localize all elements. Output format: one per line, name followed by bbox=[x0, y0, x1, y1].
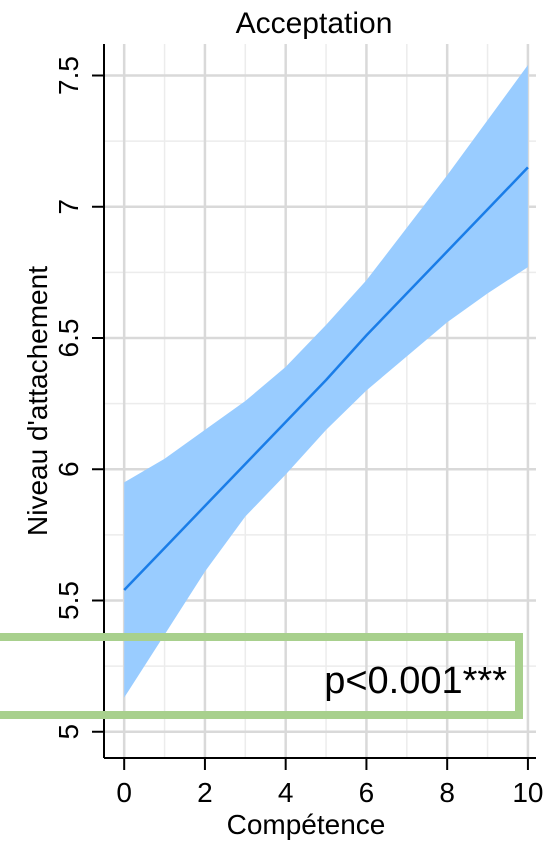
x-axis-label: Compétence bbox=[227, 809, 386, 840]
x-tick-label: 10 bbox=[512, 777, 543, 808]
y-tick-label: 5.5 bbox=[53, 581, 84, 620]
y-tick-label: 5 bbox=[53, 724, 84, 740]
y-axis-ticks: 5 5.5 6 6.5 7 7.5 bbox=[53, 44, 105, 758]
y-axis-label: Niveau d'attachement bbox=[22, 266, 53, 536]
y-tick-label: 7.5 bbox=[53, 56, 84, 95]
y-tick-label: 6.5 bbox=[53, 319, 84, 358]
y-tick-label: 6 bbox=[53, 461, 84, 477]
y-tick-label: 7 bbox=[53, 199, 84, 215]
x-tick-label: 8 bbox=[439, 777, 455, 808]
p-value-annotation: p<0.001*** bbox=[324, 660, 507, 702]
chart-title: Acceptation bbox=[236, 7, 393, 40]
x-tick-label: 6 bbox=[359, 777, 375, 808]
regression-line bbox=[123, 166, 529, 591]
x-tick-label: 4 bbox=[278, 777, 294, 808]
annotation-box bbox=[0, 633, 523, 719]
x-axis-ticks: 0 2 4 6 8 10 bbox=[104, 757, 544, 808]
x-tick-label: 0 bbox=[116, 777, 132, 808]
x-tick-label: 2 bbox=[197, 777, 213, 808]
